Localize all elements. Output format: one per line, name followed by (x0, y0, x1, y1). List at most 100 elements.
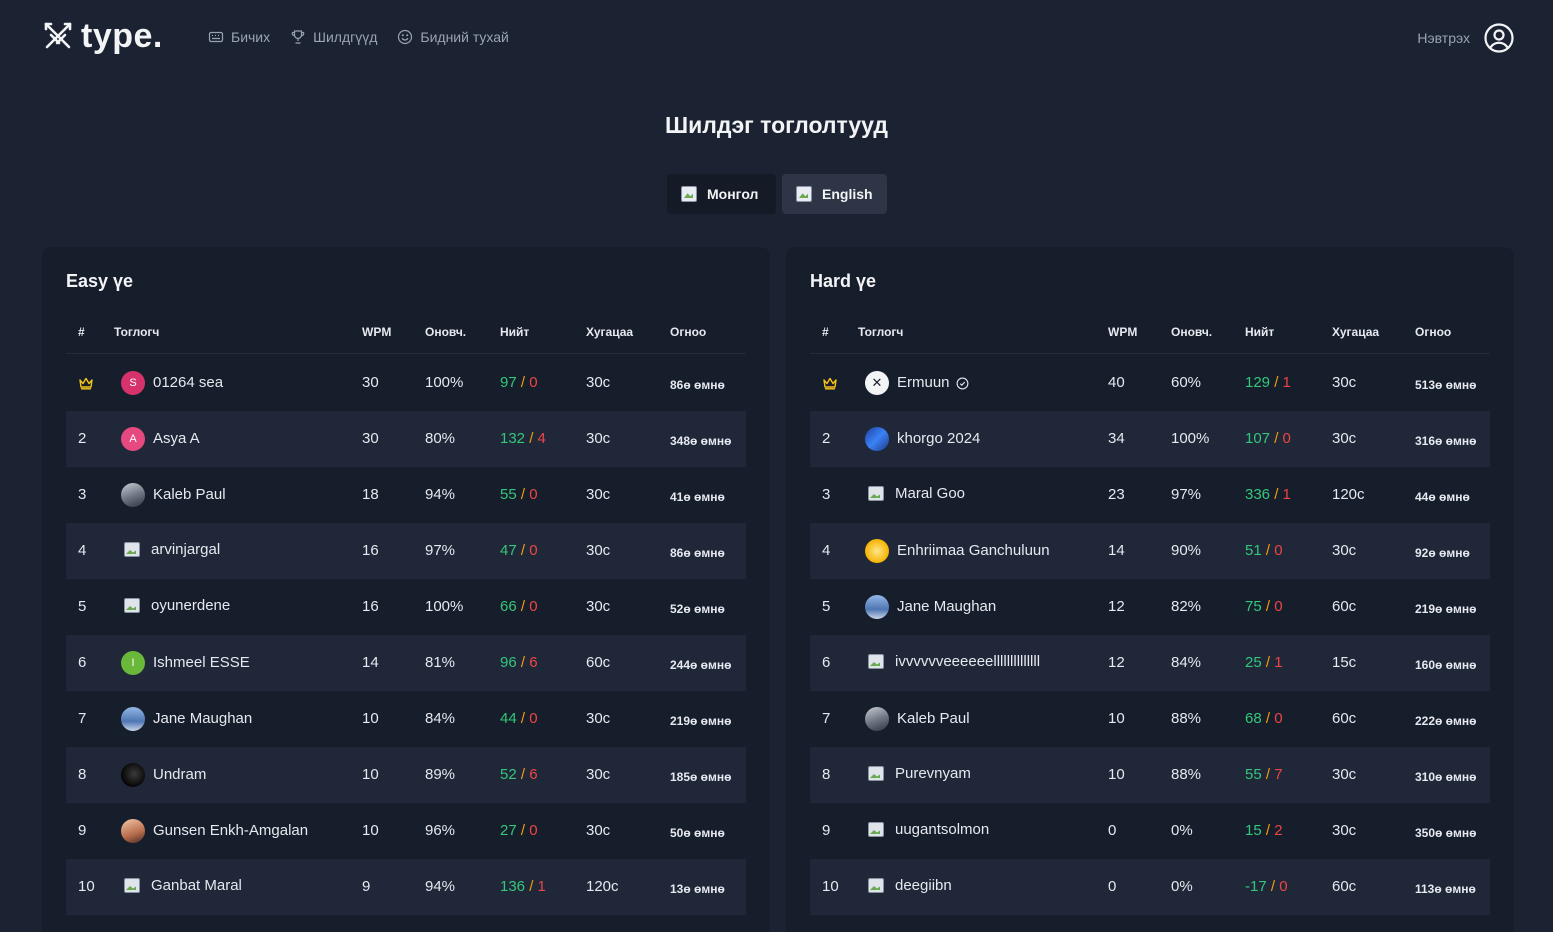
table-row[interactable]: 8 Undram 10 89% 52 / 6 30с 185ө өмнө (66, 747, 746, 803)
table-row[interactable]: 10 deegiibn 0 0% -17 / 0 60с 113ө өмнө (810, 859, 1490, 915)
table-row[interactable]: 9 Gunsen Enkh-Amgalan 10 96% 27 / 0 30с 50ө өм… (66, 803, 746, 859)
score-separator: / (516, 710, 530, 727)
nav-item-about[interactable]: Бидний тухай (397, 29, 509, 45)
keyboard-icon (208, 31, 224, 43)
wpm-value: 0 (1108, 878, 1117, 895)
col-duration: Хугацаа (1332, 325, 1380, 339)
table-row[interactable]: 4 arvinjargal 16 97% 47 / 0 30с 86ө өмнө (66, 523, 746, 579)
player-name: Ganbat Maral (151, 877, 242, 894)
logo[interactable]: type. (43, 17, 163, 55)
table-row[interactable]: 7 Kaleb Paul 10 88% 68 / 0 60с 222ө өмнө (810, 691, 1490, 747)
nav-label: Шилдгүүд (313, 29, 378, 45)
player-cell[interactable]: ivvvvvveeeeeellllllllllllll (865, 651, 1040, 673)
avatar (121, 763, 145, 787)
language-button-mongolian[interactable]: Монгол (667, 174, 776, 214)
score-separator: / (516, 374, 530, 391)
player-cell[interactable]: Enhriimaa Ganchuluun (865, 539, 1050, 563)
score-value: 52 / 6 (500, 766, 538, 784)
wpm-value: 23 (1108, 486, 1125, 503)
player-cell[interactable]: Kaleb Paul (865, 707, 970, 731)
accuracy-value: 88% (1171, 710, 1202, 727)
language-switch: Монгол English (667, 174, 887, 214)
rank: 5 (822, 598, 831, 615)
player-cell[interactable]: Gunsen Enkh-Amgalan (121, 819, 308, 843)
duration-value: 30с (1332, 374, 1357, 391)
player-cell[interactable]: deegiibn (865, 875, 952, 897)
wpm-value: 10 (1108, 766, 1125, 783)
table-row[interactable]: 2 A Asya A 30 80% 132 / 4 30с 348ө өмнө (66, 411, 746, 467)
correct-count: 136 (500, 878, 526, 895)
table-row[interactable]: 6 I Ishmeel ESSE 14 81% 96 / 6 60с 244ө өмнө (66, 635, 746, 691)
nav-item-leaderboard[interactable]: Шилдгүүд (290, 29, 377, 45)
time-ago: 160ө өмнө (1415, 658, 1477, 672)
correct-count: 52 (500, 766, 517, 783)
table-row[interactable]: 3 Maral Goo 23 97% 336 / 1 120с 44ө өмнө (810, 467, 1490, 523)
time-ago: 310ө өмнө (1415, 770, 1477, 784)
player-cell[interactable]: Ganbat Maral (121, 875, 242, 897)
nav-item-type[interactable]: Бичих (208, 29, 270, 45)
table-row[interactable]: 10 Ganbat Maral 9 94% 136 / 1 120с 13ө өмнө (66, 859, 746, 915)
player-cell[interactable]: Jane Maughan (121, 707, 252, 731)
table-row[interactable]: ✕ Ermuun 40 60% 129 / 1 30с 513ө өмнө (810, 355, 1490, 411)
player-name: Ishmeel ESSE (153, 654, 250, 671)
player-cell[interactable]: Maral Goo (865, 483, 965, 505)
login-button[interactable]: Нэвтрэх (1417, 22, 1515, 54)
score-separator: / (525, 878, 538, 895)
player-cell[interactable]: ✕ Ermuun (865, 371, 969, 395)
table-header: # Тоглогч WPM Оновч. Нийт Хугацаа Огноо (66, 314, 746, 354)
wpm-value: 10 (362, 766, 379, 783)
table-row[interactable]: 4 Enhriimaa Ganchuluun 14 90% 51 / 0 30с 92ө ө… (810, 523, 1490, 579)
score-separator: / (1270, 486, 1283, 503)
player-name: Enhriimaa Ganchuluun (897, 542, 1050, 559)
player-cell[interactable]: A Asya A (121, 427, 200, 451)
wrong-count: 1 (1282, 374, 1291, 391)
player-cell[interactable]: S 01264 sea (121, 371, 223, 395)
wrong-count: 1 (1282, 486, 1291, 503)
uk-flag-icon (796, 186, 812, 202)
score-value: 55 / 7 (1245, 766, 1283, 784)
table-row[interactable]: 9 uugantsolmon 0 0% 15 / 2 30с 350ө өмнө (810, 803, 1490, 859)
col-rank: # (78, 325, 85, 339)
player-cell[interactable]: Jane Maughan (865, 595, 996, 619)
score-separator: / (1261, 654, 1275, 671)
score-value: 25 / 1 (1245, 654, 1283, 672)
player-cell[interactable]: arvinjargal (121, 539, 220, 561)
duration-value: 15с (1332, 654, 1357, 671)
avatar (121, 539, 143, 561)
table-row[interactable]: 8 Purevnyam 10 88% 55 / 7 30с 310ө өмнө (810, 747, 1490, 803)
player-cell[interactable]: Undram (121, 763, 206, 787)
table-row[interactable]: 5 Jane Maughan 12 82% 75 / 0 60с 219ө өмнө (810, 579, 1490, 635)
player-cell[interactable]: khorgo 2024 (865, 427, 980, 451)
col-duration: Хугацаа (586, 325, 634, 339)
player-name: Asya A (153, 430, 200, 447)
avatar-initial: ✕ (871, 375, 883, 390)
wpm-value: 12 (1108, 598, 1125, 615)
score-separator: / (525, 430, 538, 447)
time-ago: 44ө өмнө (1415, 490, 1470, 504)
table-row[interactable]: S 01264 sea 30 100% 97 / 0 30с 86ө өмнө (66, 355, 746, 411)
table-row[interactable]: 5 oyunerdene 16 100% 66 / 0 30с 52ө өмнө (66, 579, 746, 635)
wrong-count: 0 (1274, 598, 1283, 615)
language-button-english[interactable]: English (782, 174, 887, 214)
accuracy-value: 97% (1171, 486, 1202, 503)
page-title: Шилдэг тоглолтууд (665, 112, 888, 138)
avatar: S (121, 371, 145, 395)
wrong-count: 0 (1274, 710, 1283, 727)
score-value: 96 / 6 (500, 654, 538, 672)
player-cell[interactable]: Purevnyam (865, 763, 971, 785)
avatar (865, 707, 889, 731)
table-row[interactable]: 2 khorgo 2024 34 100% 107 / 0 30с 316ө өмнө (810, 411, 1490, 467)
player-cell[interactable]: I Ishmeel ESSE (121, 651, 250, 675)
table-row[interactable]: 7 Jane Maughan 10 84% 44 / 0 30с 219ө өмнө (66, 691, 746, 747)
avatar (865, 595, 889, 619)
player-cell[interactable]: oyunerdene (121, 595, 230, 617)
rank: 9 (822, 822, 831, 839)
player-cell[interactable]: uugantsolmon (865, 819, 989, 841)
table-row[interactable]: 3 Kaleb Paul 18 94% 55 / 0 30с 41ө өмнө (66, 467, 746, 523)
player-cell[interactable]: Kaleb Paul (121, 483, 226, 507)
time-ago: 244ө өмнө (670, 658, 732, 672)
correct-count: 129 (1245, 374, 1271, 391)
correct-count: 55 (1245, 766, 1262, 783)
player-name: Purevnyam (895, 765, 971, 782)
